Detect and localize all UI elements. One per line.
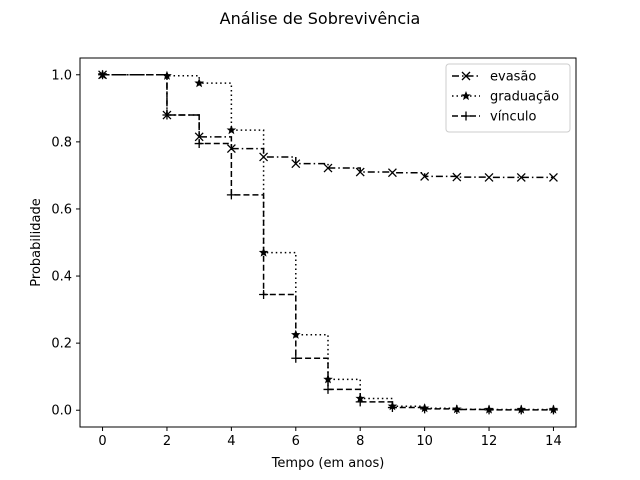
series-0-point-11 — [484, 172, 494, 182]
x-tick-label-3: 6 — [292, 434, 300, 449]
legend-label-2: vínculo — [490, 110, 537, 125]
y-axis-label: Probabilidade — [29, 198, 44, 286]
legend-marker-2 — [461, 111, 471, 121]
legend-item-0: evasão — [452, 70, 536, 85]
y-tick-label-1: 0.2 — [51, 337, 72, 352]
legend-item-2: vínculo — [452, 110, 537, 125]
x-tick-label-1: 2 — [163, 434, 171, 449]
axis-ticks: 0 2 4 6 8 10 12 14 0.0 0.2 0.4 0.6 0.8 1.0 — [51, 68, 561, 449]
y-tick-label-0: 0.0 — [51, 404, 72, 419]
series-2-point-6 — [323, 384, 333, 394]
series-0-point-10 — [452, 172, 462, 182]
y-tick-label-5: 1.0 — [51, 68, 72, 83]
series-0-point-5 — [291, 159, 301, 169]
y-tick-label-3: 0.6 — [51, 202, 72, 217]
series-2-point-9 — [420, 404, 430, 414]
series-0-point-9 — [420, 171, 430, 181]
chart-title: Análise de Sobrevivência — [220, 9, 421, 28]
series-0-point-6 — [323, 163, 333, 173]
y-tick-label-4: 0.8 — [51, 135, 72, 150]
x-tick-label-5: 10 — [416, 434, 433, 449]
x-tick-label-4: 8 — [356, 434, 364, 449]
series-0-point-8 — [387, 168, 397, 178]
axes-frame — [79, 57, 577, 428]
series-2-point-3 — [226, 190, 236, 200]
series-0-point-12 — [516, 172, 526, 182]
series-1-point-2 — [194, 78, 204, 88]
legend-marker-0 — [461, 71, 471, 81]
legend-label-0: evasão — [490, 70, 536, 85]
series-2-point-12 — [516, 405, 526, 415]
series-2-point-8 — [387, 403, 397, 413]
series-2-point-2 — [194, 139, 204, 149]
legend-label-1: graduação — [490, 90, 559, 105]
series-2-point-1 — [162, 110, 172, 120]
plot-area — [97, 69, 559, 415]
series-0-point-7 — [355, 167, 365, 177]
x-tick-label-0: 0 — [98, 434, 106, 449]
series-2-point-4 — [259, 289, 269, 299]
series-2-point-10 — [452, 405, 462, 415]
series-0-point-13 — [548, 172, 558, 182]
legend-box — [445, 63, 571, 133]
legend: evasão graduação vínculo — [445, 63, 571, 133]
series-2-point-5 — [291, 353, 301, 363]
legend-marker-1 — [461, 90, 471, 101]
series-2-point-0 — [98, 70, 108, 80]
series-2-point-13 — [548, 405, 558, 415]
x-tick-label-7: 14 — [545, 434, 562, 449]
series-2-point-11 — [484, 405, 494, 415]
series-1-point-3 — [226, 125, 237, 135]
x-tick-label-2: 4 — [227, 434, 235, 449]
legend-item-1: graduação — [452, 90, 559, 105]
x-tick-label-6: 12 — [481, 434, 498, 449]
x-axis-label: Tempo (em anos) — [271, 456, 385, 471]
series-2-point-7 — [355, 397, 365, 407]
y-tick-label-2: 0.4 — [51, 270, 72, 285]
